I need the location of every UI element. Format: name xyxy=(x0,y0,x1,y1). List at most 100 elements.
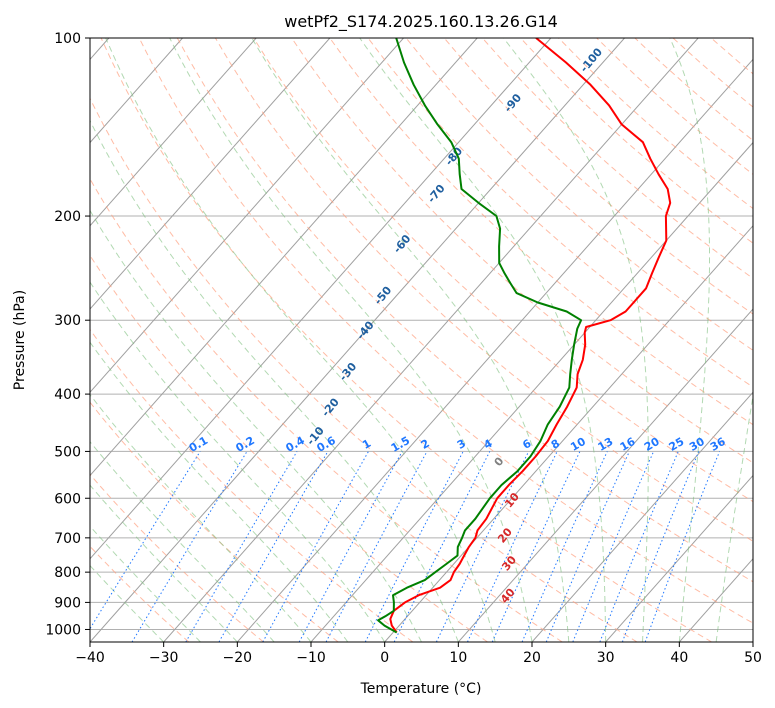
moist-adiabat-line xyxy=(90,484,238,642)
moist-adiabat-line xyxy=(90,281,386,642)
x-tick-label: 20 xyxy=(523,650,541,666)
y-tick-label: 500 xyxy=(54,444,81,460)
y-tick-label: 400 xyxy=(54,387,81,403)
x-tick-label: 50 xyxy=(744,650,762,666)
dry-adiabat-line xyxy=(90,545,190,642)
moist-adiabat-label: -90 xyxy=(501,91,524,115)
moist-adiabat-line xyxy=(503,38,649,642)
dry-adiabats xyxy=(90,38,753,642)
moist-adiabat-label: -60 xyxy=(391,232,414,256)
mixing-ratio-line xyxy=(393,451,491,642)
profile-series xyxy=(377,38,672,634)
x-tick-label: 10 xyxy=(449,650,467,666)
mixing-ratio-line xyxy=(364,451,464,642)
dry-adiabat-line xyxy=(291,38,753,464)
dry-adiabat-label: 20 xyxy=(495,525,515,545)
dry-adiabat-line xyxy=(90,328,414,642)
isotherm-line xyxy=(310,141,753,642)
dry-adiabat-line xyxy=(90,97,638,642)
moist-adiabat-line xyxy=(90,119,459,642)
moist-adiabat-labels: -100-90-80-70-60-50-40-30-20-10 xyxy=(304,45,605,447)
dry-adiabat-line xyxy=(214,38,753,542)
mixing-ratio-line xyxy=(325,451,428,642)
mixing-ratio-line xyxy=(644,451,721,642)
y-tick-label: 800 xyxy=(54,565,81,581)
mixing-ratio-label: 4 xyxy=(481,437,494,452)
x-tick-label: 30 xyxy=(597,650,615,666)
dry-adiabat-line xyxy=(176,38,753,583)
moist-adiabat-line xyxy=(90,440,275,642)
isotherm-line xyxy=(90,38,625,642)
mixing-ratio-line xyxy=(185,451,298,642)
chart-title: wetPf2_S174.2025.160.13.26.G14 xyxy=(284,12,558,32)
series-line-1 xyxy=(389,38,672,634)
y-tick-label: 700 xyxy=(54,531,81,547)
mixing-ratio-line xyxy=(521,451,608,642)
y-tick-label: 300 xyxy=(54,313,81,329)
moist-adiabats xyxy=(90,38,753,642)
mixing-ratio-line xyxy=(90,451,201,630)
x-tick-label: −30 xyxy=(149,650,179,666)
mixing-ratio-line xyxy=(491,451,581,642)
dry-adiabat-line xyxy=(634,38,753,142)
dry-adiabat-line xyxy=(90,177,563,642)
plot-frame xyxy=(89,37,754,643)
moist-adiabat-line xyxy=(169,38,533,642)
mixing-ratio-line xyxy=(262,451,369,642)
mixing-ratio-line xyxy=(599,451,679,642)
moist-adiabat-line xyxy=(715,392,753,642)
dry-adiabat-line xyxy=(405,38,753,351)
dry-adiabat-line xyxy=(90,401,339,642)
moist-adiabat-line xyxy=(669,38,710,642)
moist-adiabat-line xyxy=(90,209,422,642)
y-tick-label: 1000 xyxy=(45,622,81,638)
moist-adiabat-label: -30 xyxy=(337,360,360,384)
isotherm-gridlines xyxy=(90,38,753,642)
isotherm-line xyxy=(90,38,478,477)
dry-adiabat-label: 0 xyxy=(492,454,507,468)
isobar-gridlines xyxy=(90,38,753,630)
dry-adiabat-line xyxy=(520,38,753,244)
dry-adiabat-line xyxy=(100,38,712,642)
dry-adiabat-line xyxy=(710,38,753,75)
mixing-ratio-line xyxy=(467,451,558,642)
mixing-ratio-label: 1 xyxy=(360,437,373,452)
dry-adiabat-line xyxy=(253,38,753,503)
mixing-ratio-line xyxy=(218,451,329,642)
y-tick-label: 100 xyxy=(54,31,81,47)
y-tick-label: 600 xyxy=(54,491,81,507)
mixing-ratio-label: 2 xyxy=(419,437,432,452)
x-tick-label: −40 xyxy=(75,650,105,666)
x-axis-label: Temperature (°C) xyxy=(360,681,482,697)
moist-adiabat-line xyxy=(359,38,607,642)
isotherm-line xyxy=(236,58,753,642)
dry-adiabat-line xyxy=(138,38,753,624)
moist-adiabat-line xyxy=(90,393,312,642)
plot-area: 0.1 0.2 0.4 0.6 1 1.5 2 3 4 6 8 10 13 16 20 25 30 36 -100… xyxy=(90,38,753,642)
mixing-ratio-lines xyxy=(90,451,721,642)
x-axis-ticks: −40 −30 −20 −10 0 10 20 30 40 50 xyxy=(75,642,762,666)
moist-adiabat-label: -50 xyxy=(372,284,395,308)
dry-adiabat-line xyxy=(90,473,264,642)
x-tick-label: −20 xyxy=(223,650,253,666)
moist-adiabat-line xyxy=(90,341,349,642)
mixing-ratio-line xyxy=(298,451,403,642)
isotherm-line xyxy=(531,391,753,642)
isotherm-line xyxy=(90,38,183,144)
moist-adiabat-label: -20 xyxy=(319,395,342,419)
x-tick-label: 40 xyxy=(670,650,688,666)
mixing-ratio-line xyxy=(621,451,700,642)
dry-adiabat-line xyxy=(558,38,753,210)
y-tick-label: 900 xyxy=(54,595,81,611)
x-tick-label: −10 xyxy=(296,650,326,666)
x-tick-label: 0 xyxy=(380,650,389,666)
dry-adiabat-line xyxy=(329,38,753,426)
y-axis-ticks: 100 200 300 400 500 600 700 800 900 1000 xyxy=(45,31,90,638)
isotherm-line xyxy=(90,38,257,227)
isotherm-line xyxy=(605,474,753,642)
isotherm-line xyxy=(90,38,552,560)
moist-adiabat-line xyxy=(752,638,753,642)
moist-adiabat-line xyxy=(105,38,496,642)
moist-adiabat-line xyxy=(251,38,570,642)
dry-adiabat-line xyxy=(482,38,753,279)
